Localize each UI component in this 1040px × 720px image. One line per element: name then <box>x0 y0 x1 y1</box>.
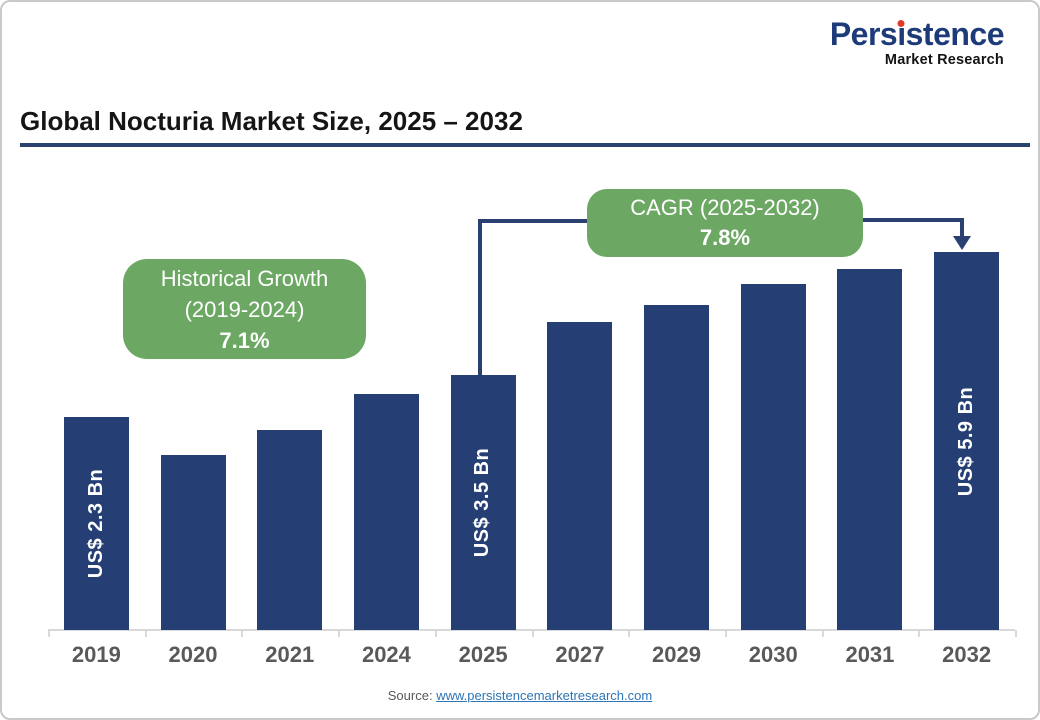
bar-2020 <box>160 455 226 630</box>
brand-logo: Persı stence Market Research <box>829 16 1005 68</box>
bar-value-label: US$ 5.9 Bn <box>955 386 978 496</box>
brand-i-glyph: ı <box>897 16 906 52</box>
red-dot-icon <box>897 20 905 27</box>
callout-percentage: 7.8% <box>699 225 751 250</box>
callout-line2: (2019-2024) <box>184 296 305 322</box>
x-axis-label-2032: 2032 <box>942 642 992 667</box>
source-prefix: Source: <box>387 688 437 703</box>
x-axis-tick <box>821 630 824 637</box>
x-axis-tick <box>531 630 534 637</box>
bar-value-label: US$ 2.3 Bn <box>84 468 107 579</box>
bar-2025: US$ 3.5 Bn <box>450 375 516 630</box>
cagr-connector-left-horizontal <box>478 219 587 223</box>
x-axis-tick <box>48 630 50 637</box>
x-axis-tick <box>1015 630 1017 637</box>
arrow-down-icon <box>953 236 971 250</box>
x-axis-label-2025: 2025 <box>458 642 508 667</box>
x-axis-label-2021: 2021 <box>265 642 315 667</box>
title-underline <box>20 143 1030 147</box>
brand-letter-i: ı <box>897 16 906 52</box>
bar-value-label: US$ 3.5 Bn <box>471 447 494 558</box>
x-axis-tick <box>918 630 921 637</box>
chart-title: Global Nocturia Market Size, 2025 – 2032 <box>20 106 523 136</box>
x-axis-tick <box>241 630 244 637</box>
brand-tagline: Market Research <box>884 52 1004 68</box>
cagr-connector-left-vertical <box>478 219 482 375</box>
brand-name-prefix: Pers <box>829 16 898 52</box>
bar-2024 <box>353 394 419 630</box>
cagr-callout: CAGR (2025-2032) 7.8% <box>587 189 863 257</box>
x-axis-tick <box>724 630 727 637</box>
x-axis-label-2020: 2020 <box>168 642 218 667</box>
bar-2019: US$ 2.3 Bn <box>63 417 129 630</box>
source-link[interactable]: www.persistencemarketresearch.com <box>436 688 653 703</box>
x-axis-label-2029: 2029 <box>652 642 701 667</box>
x-axis-label-2030: 2030 <box>748 642 798 667</box>
bar-2027 <box>547 322 613 630</box>
x-axis-tick <box>628 630 631 637</box>
historical-growth-callout: Historical Growth (2019-2024) 7.1% <box>123 259 366 359</box>
callout-line1: Historical Growth <box>160 265 329 291</box>
bar-2029 <box>644 305 710 630</box>
source-line: Source: www.persistencemarketresearch.co… <box>2 688 1038 703</box>
bar-2021 <box>257 430 323 630</box>
x-axis-label-2024: 2024 <box>361 642 411 667</box>
cagr-connector-right-horizontal <box>863 218 964 222</box>
bar-2030 <box>740 284 806 630</box>
callout-percentage: 7.1% <box>219 327 270 353</box>
brand-name-suffix: stence <box>905 16 1005 52</box>
bar-2032: US$ 5.9 Bn <box>934 252 1000 630</box>
x-axis-tick <box>434 630 437 637</box>
x-axis-tick <box>338 630 341 637</box>
x-axis-tick <box>144 630 147 637</box>
callout-line1: CAGR (2025-2032) <box>630 195 820 220</box>
x-axis-label-2027: 2027 <box>555 642 605 667</box>
bar-2031 <box>837 269 903 630</box>
x-axis-label-2019: 2019 <box>71 642 121 667</box>
cagr-connector-right-vertical <box>960 218 964 238</box>
x-axis-label-2031: 2031 <box>845 642 895 667</box>
brand-name: Persı stence <box>829 16 1005 52</box>
